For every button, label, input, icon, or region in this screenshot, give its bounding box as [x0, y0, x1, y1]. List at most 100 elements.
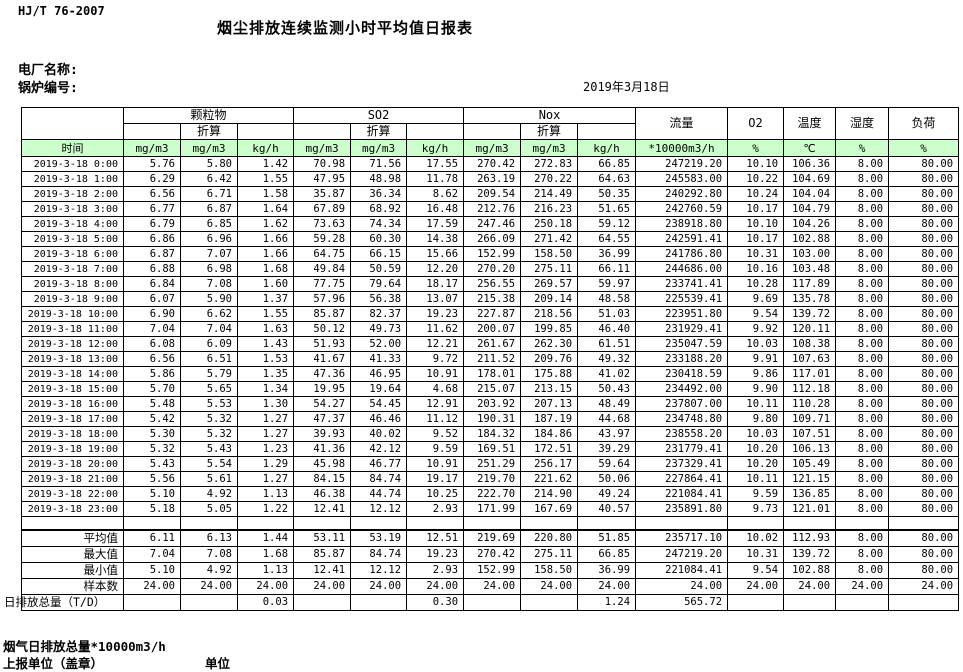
value-cell: 80.00	[888, 186, 960, 202]
value-cell: 41.02	[577, 366, 637, 382]
value-cell: 209.54	[463, 186, 522, 202]
value-cell: 80.00	[888, 486, 960, 502]
header-unit-row: 时间 mg/m3 mg/m3 kg/h mg/m3 mg/m3 kg/h mg/…	[21, 139, 960, 157]
value-cell: 85.87	[293, 306, 352, 322]
value-cell: 8.00	[835, 171, 890, 187]
value-cell: 223951.80	[635, 306, 729, 322]
value-cell: 8.00	[835, 306, 890, 322]
value-cell: 256.55	[463, 276, 522, 292]
value-cell: 218.56	[520, 306, 579, 322]
value-cell: 10.91	[406, 366, 465, 382]
value-cell: 235047.59	[635, 336, 729, 352]
unit-cell: mg/m3	[463, 139, 522, 157]
value-cell: 235717.10	[635, 529, 729, 547]
value-cell	[180, 594, 238, 611]
time-cell: 2019-3-18 13:00	[21, 351, 124, 367]
value-cell: 6.79	[123, 216, 181, 232]
value-cell: 50.35	[577, 186, 637, 202]
value-cell: 6.96	[180, 231, 238, 247]
unit-cell: %	[835, 139, 890, 157]
summary-row: 最大值 7.04 7.08 1.68 85.87 84.74 19.23 270.42 275.…	[21, 546, 960, 563]
value-cell: 269.57	[520, 276, 579, 292]
summary-label-cell: 样本数	[21, 578, 124, 595]
value-cell: 54.27	[293, 396, 352, 412]
value-cell: 71.56	[350, 156, 408, 172]
value-cell: 1.29	[236, 456, 295, 472]
value-cell: 1.53	[236, 351, 295, 367]
value-cell: 219.69	[463, 529, 522, 547]
boiler-no-label: 锅炉编号:	[18, 81, 78, 96]
value-cell: 152.99	[463, 562, 522, 579]
col-subheader-converted-pm: 折算	[180, 123, 238, 140]
value-cell: 45.98	[293, 456, 352, 472]
value-cell: 6.29	[123, 171, 181, 187]
value-cell: 41.67	[293, 351, 352, 367]
value-cell: 44.74	[350, 486, 408, 502]
value-cell: 207.13	[520, 396, 579, 412]
unit-cell: kg/h	[236, 139, 295, 157]
value-cell: 84.15	[293, 471, 352, 487]
value-cell: 6.77	[123, 201, 181, 217]
value-cell: 54.45	[350, 396, 408, 412]
value-cell: 80.00	[888, 501, 960, 517]
value-cell: 80.00	[888, 351, 960, 367]
blank-cell	[406, 123, 465, 140]
value-cell: 219.70	[463, 471, 522, 487]
value-cell: 215.07	[463, 381, 522, 397]
value-cell: 9.54	[727, 562, 785, 579]
time-cell: 2019-3-18 2:00	[21, 186, 124, 202]
value-cell: 49.32	[577, 351, 637, 367]
value-cell: 80.00	[888, 529, 960, 547]
value-cell: 59.12	[577, 216, 637, 232]
value-cell: 5.86	[123, 366, 181, 382]
value-cell: 7.04	[123, 546, 181, 563]
value-cell: 1.37	[236, 291, 295, 307]
value-cell: 53.19	[350, 529, 408, 547]
daily-total-row: 日排放总量（T/D） 0.03 0.30 1.24 565.72	[4, 594, 960, 611]
value-cell: 10.11	[727, 471, 785, 487]
value-cell: 50.06	[577, 471, 637, 487]
table-row: 2019-3-18 19:00 5.32 5.43 1.23 41.36 42.12 9.5…	[21, 441, 960, 457]
value-cell	[293, 594, 352, 611]
value-cell: 10.17	[727, 231, 785, 247]
value-cell: 6.42	[180, 171, 238, 187]
value-cell: 80.00	[888, 156, 960, 172]
value-cell: 0.03	[236, 594, 295, 611]
table-row: 2019-3-18 0:00 5.76 5.80 1.42 70.98 71.56 17.5…	[21, 156, 960, 172]
blank-cell	[577, 123, 637, 140]
unit-cell: mg/m3	[180, 139, 238, 157]
value-cell: 275.11	[520, 261, 579, 277]
value-cell: 80.00	[888, 366, 960, 382]
value-cell: 242760.59	[635, 201, 729, 217]
value-cell: 102.88	[783, 562, 837, 579]
page-title: 烟尘排放连续监测小时平均值日报表	[217, 19, 474, 37]
value-cell: 7.04	[180, 321, 238, 337]
time-cell: 2019-3-18 3:00	[21, 201, 124, 217]
time-header-blank-cell	[21, 107, 124, 140]
value-cell: 46.40	[577, 321, 637, 337]
value-cell: 10.31	[727, 546, 785, 563]
value-cell: 61.51	[577, 336, 637, 352]
value-cell: 158.50	[520, 562, 579, 579]
value-cell: 9.92	[727, 321, 785, 337]
value-cell: 10.20	[727, 441, 785, 457]
table-row: 2019-3-18 2:00 6.56 6.71 1.58 35.87 36.34 8.62…	[21, 186, 960, 202]
value-cell: 77.75	[293, 276, 352, 292]
value-cell: 47.36	[293, 366, 352, 382]
value-cell: 109.71	[783, 411, 837, 427]
value-cell: 19.23	[406, 306, 465, 322]
blank-cell	[835, 516, 890, 531]
value-cell: 80.00	[888, 441, 960, 457]
value-cell: 82.37	[350, 306, 408, 322]
value-cell: 10.16	[727, 261, 785, 277]
value-cell: 5.43	[180, 441, 238, 457]
value-cell: 1.42	[236, 156, 295, 172]
standard-code: HJ/T 76-2007	[18, 4, 105, 18]
value-cell: 6.56	[123, 186, 181, 202]
value-cell: 5.61	[180, 471, 238, 487]
value-cell: 262.30	[520, 336, 579, 352]
value-cell: 80.00	[888, 276, 960, 292]
time-cell: 2019-3-18 11:00	[21, 321, 124, 337]
blank-cell	[123, 516, 181, 531]
value-cell: 8.00	[835, 231, 890, 247]
